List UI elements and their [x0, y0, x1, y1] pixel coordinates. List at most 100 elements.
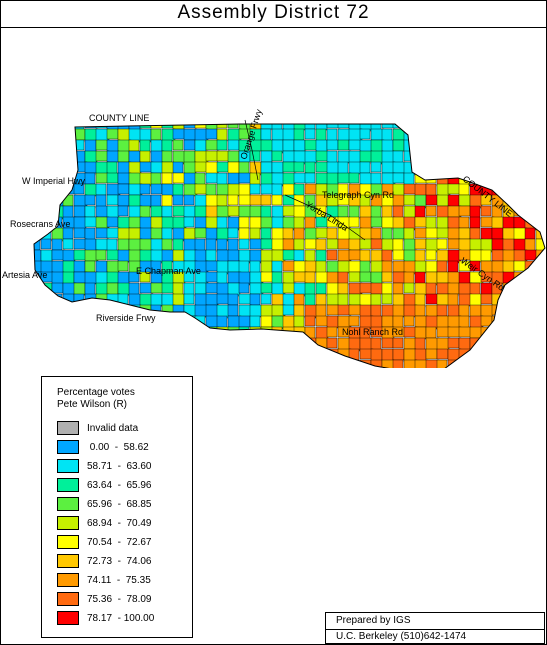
- precinct-cell: [62, 161, 76, 175]
- precinct-cell: [491, 359, 504, 368]
- precinct-cell: [513, 205, 526, 217]
- precinct-cell: [62, 326, 75, 339]
- precinct-cell: [491, 227, 504, 240]
- precinct-cell: [271, 128, 285, 141]
- precinct-cell: [51, 359, 65, 368]
- precinct-cell: [326, 304, 340, 316]
- precinct-cell: [95, 282, 109, 296]
- precinct-cell: [414, 128, 427, 141]
- precinct-cell: [34, 348, 41, 362]
- precinct-cell: [425, 348, 438, 360]
- precinct-cell: [381, 282, 393, 295]
- precinct-cell: [172, 348, 185, 360]
- precinct-cell: [249, 348, 264, 363]
- precinct-cell: [403, 315, 415, 327]
- precinct-cell: [502, 139, 516, 151]
- precinct-cell: [227, 205, 240, 217]
- precinct-cell: [73, 205, 86, 218]
- precinct-cell: [304, 348, 316, 363]
- precinct-cell: [392, 227, 405, 240]
- precinct-cell: [117, 194, 130, 207]
- precinct-cell: [502, 359, 517, 368]
- precinct-cell: [117, 348, 130, 360]
- precinct-cell: [106, 194, 119, 206]
- precinct-cell: [84, 194, 96, 206]
- precinct-cell: [161, 124, 174, 129]
- precinct-cell: [535, 172, 545, 184]
- precinct-cell: [348, 150, 362, 164]
- precinct-cell: [117, 326, 129, 341]
- label-artesia: Artesia Ave: [2, 270, 47, 280]
- precinct-cell: [480, 139, 495, 151]
- precinct-cell: [150, 282, 164, 294]
- precinct-cell: [40, 315, 55, 327]
- precinct-cell: [172, 128, 186, 140]
- precinct-cell: [34, 205, 41, 218]
- precinct-cell: [381, 260, 393, 274]
- precinct-cell: [392, 337, 404, 349]
- precinct-cell: [139, 139, 151, 153]
- precinct-cell: [436, 139, 450, 151]
- precinct-cell: [161, 139, 173, 153]
- district-boundary: [33, 123, 546, 368]
- label-riverside: Riverside Frwy: [96, 313, 156, 323]
- legend-swatch: [57, 611, 79, 625]
- precinct-cell: [524, 172, 538, 184]
- precinct-cell: [128, 337, 143, 350]
- precinct-cell: [161, 282, 175, 294]
- precinct-cell: [315, 128, 327, 142]
- precinct-cell: [304, 150, 318, 164]
- precinct-cell: [535, 282, 545, 294]
- precinct-cell: [293, 194, 305, 207]
- precinct-cell: [84, 260, 96, 273]
- precinct-cell: [205, 348, 220, 362]
- precinct-cell: [480, 150, 492, 163]
- precinct-cell: [513, 139, 525, 152]
- precinct-cell: [227, 183, 241, 197]
- precinct-cell: [282, 227, 294, 240]
- precinct-cell: [458, 216, 470, 229]
- precinct-cell: [205, 359, 217, 368]
- precinct-cell: [370, 348, 383, 362]
- county-line-road: [394, 123, 409, 136]
- precinct-cell: [414, 227, 428, 239]
- precinct-cell: [535, 315, 545, 330]
- precinct-cell: [535, 194, 545, 208]
- precinct-cell: [447, 183, 461, 195]
- precinct-cell: [326, 315, 339, 329]
- precinct-cell: [34, 124, 43, 129]
- precinct-cell: [502, 348, 514, 362]
- precinct-cell: [425, 260, 438, 273]
- precinct-cell: [62, 337, 75, 349]
- precinct-cell: [95, 337, 109, 351]
- precinct-cell: [513, 304, 527, 318]
- precinct-cell: [414, 304, 426, 317]
- precinct-cell: [40, 194, 54, 206]
- precinct-cell: [205, 271, 219, 283]
- precinct-cell: [535, 183, 545, 195]
- precinct-cell: [491, 139, 503, 153]
- precinct-cell: [436, 227, 450, 239]
- precinct-cell: [414, 124, 427, 129]
- precinct-cell: [150, 128, 162, 141]
- legend-swatch: [57, 573, 79, 587]
- precinct-cell: [293, 348, 308, 360]
- precinct-cell: [139, 359, 152, 368]
- precinct-cell: [238, 216, 250, 229]
- precinct-cell: [337, 293, 349, 307]
- precinct-cell: [458, 326, 472, 338]
- precinct-cell: [73, 183, 85, 195]
- precinct-cell: [51, 139, 63, 151]
- precinct-cell: [414, 326, 427, 340]
- precinct-cell: [403, 337, 417, 350]
- precinct-cell: [34, 139, 43, 153]
- precinct-cell: [40, 128, 52, 143]
- legend-swatch: [57, 554, 79, 568]
- precinct-cell: [447, 124, 459, 129]
- precinct-cell: [436, 359, 448, 368]
- precinct-cell: [414, 205, 426, 219]
- precinct-cell: [238, 348, 251, 362]
- precinct-cell: [502, 183, 516, 198]
- precinct-cell: [216, 348, 230, 363]
- precinct-cell: [249, 293, 261, 306]
